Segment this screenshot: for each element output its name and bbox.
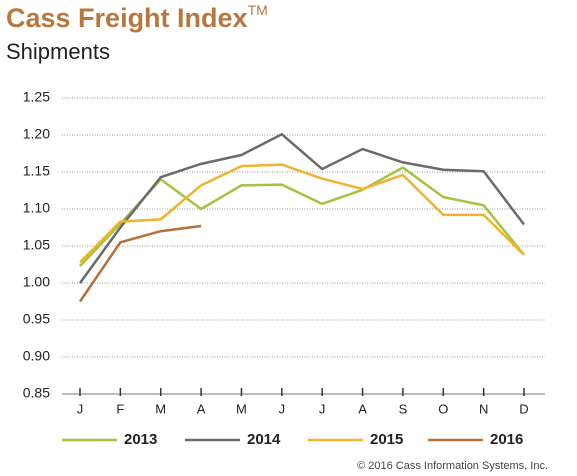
x-tick-label: J bbox=[279, 401, 286, 416]
x-tick-label: A bbox=[197, 401, 206, 416]
series-line bbox=[79, 166, 525, 267]
x-tick-label: F bbox=[116, 401, 124, 416]
source: © 2016 Cass Information Systems, Inc. bbox=[357, 460, 548, 472]
x-tick-label: A bbox=[358, 401, 367, 416]
x-tick-label: D bbox=[519, 401, 528, 416]
x-tick-label: S bbox=[399, 401, 408, 416]
y-tick-label: 1.15 bbox=[23, 163, 50, 179]
title-text: Cass Freight Index bbox=[6, 3, 248, 33]
x-tick-label: M bbox=[236, 401, 247, 416]
series-line bbox=[79, 163, 525, 264]
series-line bbox=[78, 133, 525, 284]
x-tick-label: J bbox=[319, 401, 326, 416]
chart-title: Cass Freight IndexTM bbox=[6, 2, 268, 33]
y-tick-label: 1.10 bbox=[23, 200, 50, 216]
legend-label: 2016 bbox=[490, 431, 523, 448]
series-line bbox=[78, 224, 202, 303]
x-tick-label: O bbox=[438, 401, 448, 416]
y-tick-label: 0.90 bbox=[23, 348, 50, 364]
x-tick-label: M bbox=[155, 401, 166, 416]
y-tick-label: 1.05 bbox=[23, 237, 50, 253]
title-mark: TM bbox=[248, 2, 268, 18]
legend-label: 2014 bbox=[247, 431, 281, 448]
legend-label: 2015 bbox=[370, 431, 403, 448]
legend-label: 2013 bbox=[124, 431, 157, 448]
y-tick-label: 0.85 bbox=[23, 385, 50, 401]
y-tick-label: 1.25 bbox=[23, 89, 50, 105]
chart-subtitle: Shipments bbox=[6, 39, 110, 64]
y-tick-label: 0.95 bbox=[23, 311, 50, 327]
y-tick-label: 1.00 bbox=[23, 274, 50, 290]
y-tick-label: 1.20 bbox=[23, 126, 50, 142]
x-tick-label: N bbox=[479, 401, 488, 416]
x-tick-label: J bbox=[77, 401, 84, 416]
